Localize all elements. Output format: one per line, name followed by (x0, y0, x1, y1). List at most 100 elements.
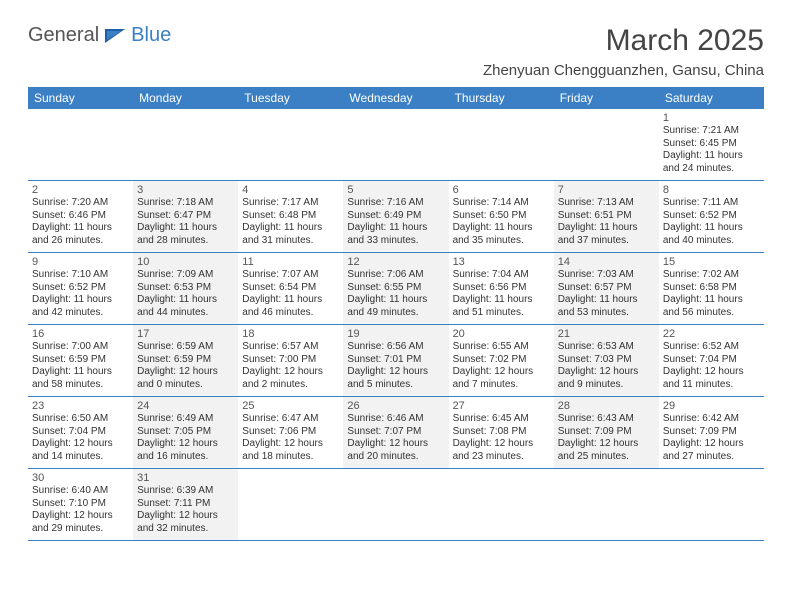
calendar-cell: 10Sunrise: 7:09 AMSunset: 6:53 PMDayligh… (133, 253, 238, 325)
day-number: 24 (137, 400, 234, 412)
daylight-line-2: and 46 minutes. (242, 307, 339, 320)
sunrise-line: Sunrise: 6:45 AM (453, 413, 550, 426)
logo: General Blue (28, 24, 171, 47)
calendar-cell: 16Sunrise: 7:00 AMSunset: 6:59 PMDayligh… (28, 325, 133, 397)
day-number: 13 (453, 256, 550, 268)
sunset-line: Sunset: 6:52 PM (32, 282, 129, 295)
daylight-line-2: and 32 minutes. (137, 523, 234, 536)
sunrise-line: Sunrise: 7:00 AM (32, 341, 129, 354)
calendar-cell: 28Sunrise: 6:43 AMSunset: 7:09 PMDayligh… (554, 397, 659, 469)
sunrise-line: Sunrise: 7:06 AM (347, 269, 444, 282)
calendar-cell: 25Sunrise: 6:47 AMSunset: 7:06 PMDayligh… (238, 397, 343, 469)
daylight-line-1: Daylight: 12 hours (137, 366, 234, 379)
day-number: 7 (558, 184, 655, 196)
sunset-line: Sunset: 6:59 PM (137, 354, 234, 367)
calendar-cell-empty (238, 109, 343, 181)
daylight-line-1: Daylight: 12 hours (663, 366, 760, 379)
sunset-line: Sunset: 6:54 PM (242, 282, 339, 295)
daylight-line-1: Daylight: 11 hours (32, 294, 129, 307)
daylight-line-2: and 28 minutes. (137, 235, 234, 248)
day-number: 10 (137, 256, 234, 268)
logo-flag-icon (103, 27, 127, 45)
weekday-header-row: SundayMondayTuesdayWednesdayThursdayFrid… (28, 87, 764, 109)
daylight-line-2: and 31 minutes. (242, 235, 339, 248)
calendar-cell: 21Sunrise: 6:53 AMSunset: 7:03 PMDayligh… (554, 325, 659, 397)
daylight-line-2: and 27 minutes. (663, 451, 760, 464)
daylight-line-2: and 53 minutes. (558, 307, 655, 320)
calendar-cell: 15Sunrise: 7:02 AMSunset: 6:58 PMDayligh… (659, 253, 764, 325)
sunrise-line: Sunrise: 7:09 AM (137, 269, 234, 282)
sunset-line: Sunset: 7:11 PM (137, 498, 234, 511)
calendar-week-row: 30Sunrise: 6:40 AMSunset: 7:10 PMDayligh… (28, 469, 764, 541)
weekday-header: Saturday (659, 87, 764, 109)
day-number: 11 (242, 256, 339, 268)
daylight-line-1: Daylight: 11 hours (663, 150, 760, 163)
sunset-line: Sunset: 6:58 PM (663, 282, 760, 295)
daylight-line-2: and 7 minutes. (453, 379, 550, 392)
calendar-cell: 14Sunrise: 7:03 AMSunset: 6:57 PMDayligh… (554, 253, 659, 325)
sunrise-line: Sunrise: 7:04 AM (453, 269, 550, 282)
daylight-line-1: Daylight: 11 hours (558, 294, 655, 307)
day-number: 25 (242, 400, 339, 412)
calendar-cell: 1Sunrise: 7:21 AMSunset: 6:45 PMDaylight… (659, 109, 764, 181)
calendar-cell-empty (449, 109, 554, 181)
sunset-line: Sunset: 6:48 PM (242, 210, 339, 223)
day-number: 14 (558, 256, 655, 268)
sunset-line: Sunset: 7:06 PM (242, 426, 339, 439)
daylight-line-2: and 11 minutes. (663, 379, 760, 392)
calendar-cell-empty (133, 109, 238, 181)
daylight-line-1: Daylight: 12 hours (242, 366, 339, 379)
daylight-line-1: Daylight: 11 hours (242, 294, 339, 307)
daylight-line-1: Daylight: 12 hours (242, 438, 339, 451)
calendar-cell: 29Sunrise: 6:42 AMSunset: 7:09 PMDayligh… (659, 397, 764, 469)
sunset-line: Sunset: 6:53 PM (137, 282, 234, 295)
sunrise-line: Sunrise: 7:21 AM (663, 125, 760, 138)
daylight-line-2: and 25 minutes. (558, 451, 655, 464)
calendar-week-row: 23Sunrise: 6:50 AMSunset: 7:04 PMDayligh… (28, 397, 764, 469)
day-number: 6 (453, 184, 550, 196)
day-number: 16 (32, 328, 129, 340)
sunset-line: Sunset: 6:57 PM (558, 282, 655, 295)
daylight-line-1: Daylight: 11 hours (32, 366, 129, 379)
daylight-line-1: Daylight: 12 hours (453, 438, 550, 451)
daylight-line-1: Daylight: 12 hours (347, 438, 444, 451)
sunset-line: Sunset: 6:50 PM (453, 210, 550, 223)
calendar-cell: 2Sunrise: 7:20 AMSunset: 6:46 PMDaylight… (28, 181, 133, 253)
daylight-line-1: Daylight: 12 hours (137, 438, 234, 451)
daylight-line-1: Daylight: 11 hours (453, 222, 550, 235)
daylight-line-1: Daylight: 12 hours (558, 438, 655, 451)
sunrise-line: Sunrise: 6:46 AM (347, 413, 444, 426)
logo-text-a: General (28, 24, 99, 47)
daylight-line-1: Daylight: 11 hours (347, 222, 444, 235)
daylight-line-1: Daylight: 12 hours (558, 366, 655, 379)
day-number: 30 (32, 472, 129, 484)
sunrise-line: Sunrise: 7:03 AM (558, 269, 655, 282)
logo-text-b: Blue (131, 24, 171, 47)
sunrise-line: Sunrise: 6:50 AM (32, 413, 129, 426)
sunset-line: Sunset: 6:49 PM (347, 210, 444, 223)
sunset-line: Sunset: 7:04 PM (663, 354, 760, 367)
daylight-line-2: and 42 minutes. (32, 307, 129, 320)
daylight-line-2: and 37 minutes. (558, 235, 655, 248)
sunrise-line: Sunrise: 7:17 AM (242, 197, 339, 210)
calendar-cell: 12Sunrise: 7:06 AMSunset: 6:55 PMDayligh… (343, 253, 448, 325)
day-number: 26 (347, 400, 444, 412)
daylight-line-2: and 35 minutes. (453, 235, 550, 248)
daylight-line-2: and 0 minutes. (137, 379, 234, 392)
daylight-line-2: and 9 minutes. (558, 379, 655, 392)
sunrise-line: Sunrise: 6:59 AM (137, 341, 234, 354)
daylight-line-1: Daylight: 11 hours (663, 294, 760, 307)
sunset-line: Sunset: 7:09 PM (558, 426, 655, 439)
sunrise-line: Sunrise: 7:18 AM (137, 197, 234, 210)
calendar-cell: 7Sunrise: 7:13 AMSunset: 6:51 PMDaylight… (554, 181, 659, 253)
weekday-header: Tuesday (238, 87, 343, 109)
daylight-line-1: Daylight: 12 hours (663, 438, 760, 451)
daylight-line-1: Daylight: 12 hours (32, 510, 129, 523)
day-number: 29 (663, 400, 760, 412)
weekday-header: Friday (554, 87, 659, 109)
calendar-cell: 30Sunrise: 6:40 AMSunset: 7:10 PMDayligh… (28, 469, 133, 541)
calendar-body: 1Sunrise: 7:21 AMSunset: 6:45 PMDaylight… (28, 109, 764, 541)
sunrise-line: Sunrise: 6:55 AM (453, 341, 550, 354)
day-number: 28 (558, 400, 655, 412)
calendar-week-row: 2Sunrise: 7:20 AMSunset: 6:46 PMDaylight… (28, 181, 764, 253)
